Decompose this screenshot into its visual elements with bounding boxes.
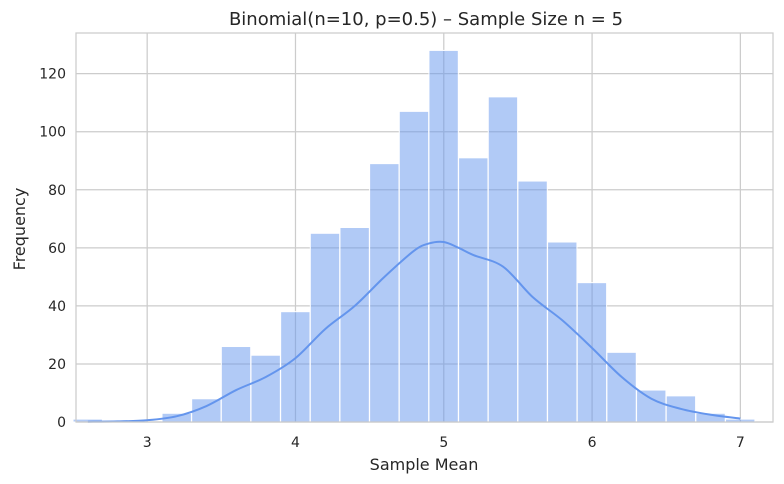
histogram-bar	[576, 282, 608, 423]
histogram-bar	[636, 389, 667, 423]
y-tick-label: 20	[48, 357, 66, 373]
histogram-bar	[339, 227, 370, 423]
x-tick-label: 5	[439, 435, 448, 451]
y-tick-label: 40	[48, 299, 66, 315]
chart-title: Binomial(n=10, p=0.5) – Sample Size n = …	[229, 9, 623, 30]
histogram-bar	[369, 163, 400, 423]
histogram-bar	[606, 351, 637, 423]
histogram-bar	[220, 346, 252, 423]
histogram-bar	[517, 180, 548, 423]
histogram-bar	[250, 354, 281, 423]
histogram-bar	[458, 157, 489, 423]
x-tick-label: 6	[588, 435, 597, 451]
y-axis-label: Frequency	[10, 188, 29, 271]
y-tick-label: 60	[48, 241, 66, 257]
histogram-bar	[428, 49, 459, 423]
x-tick-label: 4	[291, 435, 300, 451]
y-tick-label: 120	[39, 67, 66, 83]
histogram-bars	[72, 49, 756, 423]
x-tick-label: 7	[736, 435, 745, 451]
histogram-bar	[398, 110, 430, 423]
x-tick-label: 3	[143, 435, 152, 451]
histogram-bar	[547, 241, 578, 423]
histogram-bar	[487, 96, 519, 423]
y-tick-label: 100	[39, 125, 66, 141]
histogram-bar	[309, 232, 341, 423]
y-tick-label: 80	[48, 183, 66, 199]
x-axis-label: Sample Mean	[370, 455, 479, 474]
kde-curve	[87, 240, 741, 423]
y-tick-label: 0	[57, 415, 66, 431]
plot-frame	[75, 32, 774, 423]
tick-labels: 3 4 5 6 7 0 20 40 60 80 100 120	[39, 67, 745, 451]
